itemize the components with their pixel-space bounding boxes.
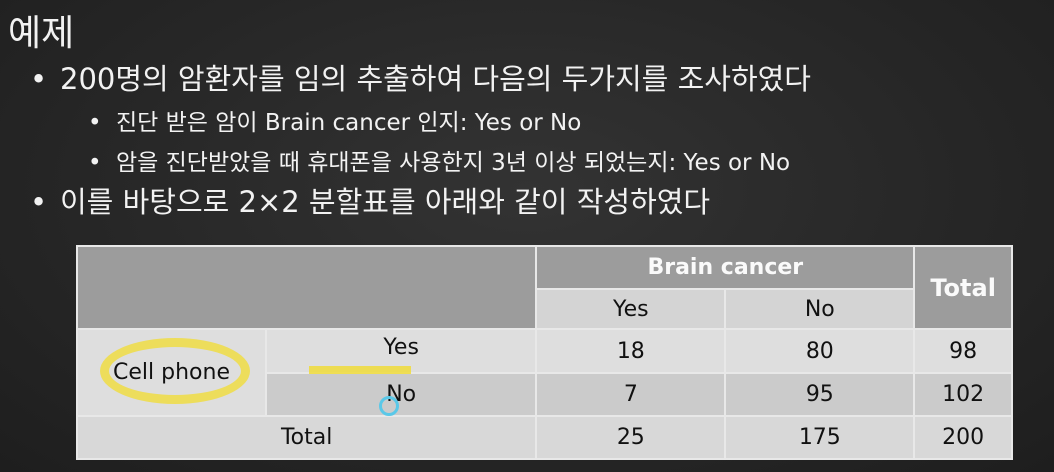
bullet-4: • 이를 바탕으로 2×2 분할표를 아래와 같이 작성하였다 — [30, 179, 710, 221]
cell: 25 — [535, 415, 727, 460]
cell: 175 — [724, 415, 916, 460]
bullet-text: 암을 진단받았을 때 휴대폰을 사용한지 3년 이상 되었는지: Yes or … — [116, 150, 791, 176]
bullet-3: • 암을 진단받았을 때 휴대폰을 사용한지 3년 이상 되었는지: Yes or… — [88, 143, 790, 177]
total-row-label: Total — [75, 415, 538, 460]
total-row: Total 25 175 200 — [75, 415, 1013, 460]
bullet-dot-icon: • — [30, 185, 48, 219]
table-row: No 7 95 102 — [77, 372, 1013, 417]
slide-title: 예제 — [8, 13, 75, 54]
cell: 102 — [913, 372, 1013, 417]
row-group-header: Cell phone — [76, 328, 267, 417]
bullet-text: 진단 받은 암이 Brain cancer 인지: Yes or No — [116, 110, 582, 136]
row-header-no: No — [264, 372, 538, 417]
col-header-no: No — [724, 288, 916, 330]
bullet-dot-icon: • — [88, 110, 102, 136]
bullet-2: • 진단 받은 암이 Brain cancer 인지: Yes or No — [88, 103, 581, 137]
cell: 18 — [535, 328, 727, 374]
corner-cell — [75, 245, 538, 330]
col-group-header: Brain cancer — [535, 245, 916, 290]
row-label: Yes — [383, 334, 419, 360]
bullet-text: 200명의 암환자를 임의 추출하여 다음의 두가지를 조사하였다 — [60, 62, 811, 96]
bullet-dot-icon: • — [88, 150, 102, 176]
bullet-1: • 200명의 암환자를 임의 추출하여 다음의 두가지를 조사하였다 — [30, 56, 811, 98]
contingency-table: Brain cancer Total Yes No Cell phone Yes… — [75, 245, 1013, 460]
row-header-yes: Yes — [264, 328, 538, 376]
table-row: Cell phone Yes 18 80 98 — [76, 328, 1013, 417]
bullet-text: 이를 바탕으로 2×2 분할표를 아래와 같이 작성하였다 — [60, 185, 711, 219]
cell: 98 — [913, 328, 1013, 374]
cell: 200 — [913, 415, 1013, 460]
row-group-label: Cell phone — [113, 360, 230, 385]
cell: 95 — [724, 372, 916, 417]
pen-cursor-icon — [379, 396, 399, 416]
cell: 80 — [724, 328, 916, 374]
highlight-underline-mark — [309, 366, 411, 376]
cell: 7 — [535, 372, 727, 417]
bullet-dot-icon: • — [30, 62, 48, 96]
col-header-yes: Yes — [535, 288, 727, 330]
col-total-header: Total — [913, 245, 1013, 330]
